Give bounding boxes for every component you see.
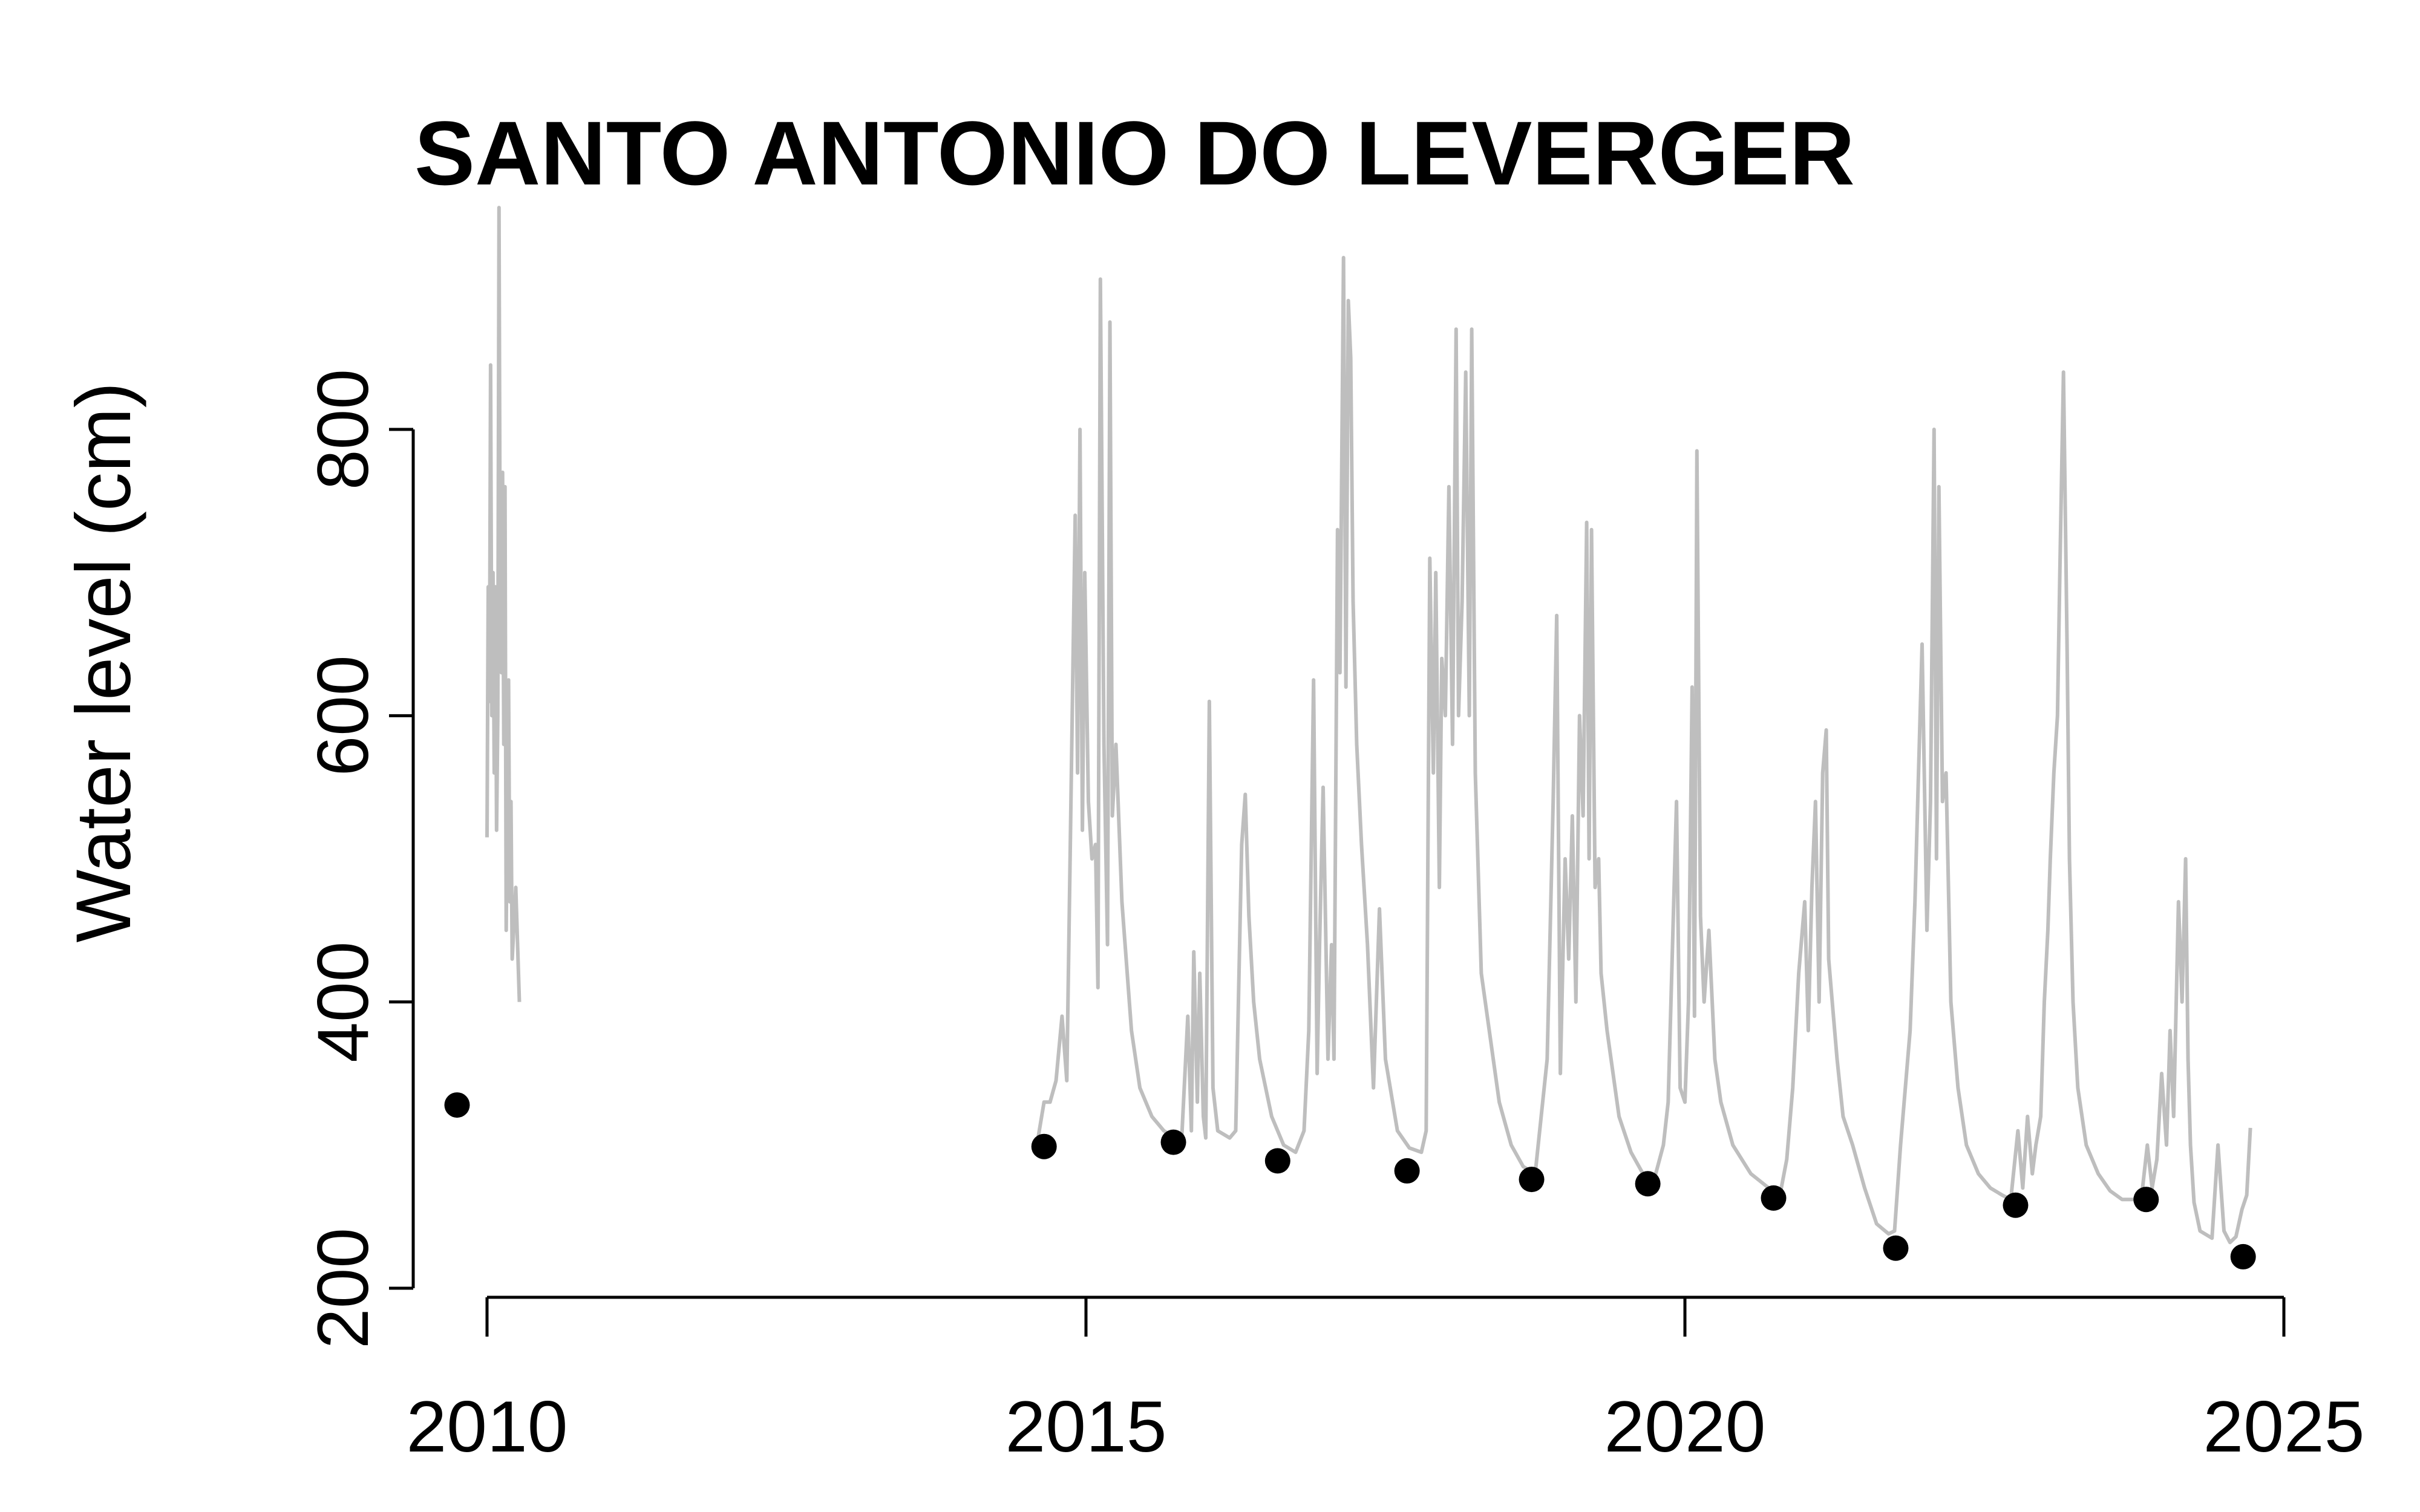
y-axis: 200 400 600 800	[302, 369, 415, 1349]
chart-title: SANTO ANTONIO DO LEVERGER	[414, 102, 1855, 204]
water-level-line-segment	[1036, 256, 2252, 1245]
annual-minimum-point	[1883, 1235, 1909, 1261]
x-tick-label: 2010	[407, 1386, 568, 1467]
annual-minimum-point	[2230, 1243, 2256, 1269]
water-level-line-segment	[485, 206, 522, 1002]
annual-minimum-point	[1031, 1133, 1057, 1159]
x-tick-label: 2015	[1006, 1386, 1167, 1467]
annual-minimum-point	[1635, 1171, 1661, 1197]
x-tick-label: 2020	[1604, 1386, 1766, 1467]
y-axis-title: Water level (cm)	[60, 382, 147, 943]
y-tick-label: 800	[302, 369, 384, 490]
y-tick-label: 400	[302, 942, 384, 1063]
annual-minimum-point	[1519, 1167, 1545, 1193]
annual-minimum-point	[1264, 1148, 1290, 1174]
annual-minimum-point	[1394, 1158, 1420, 1184]
annual-minimum-point	[1160, 1129, 1186, 1155]
x-axis: 2010 2015 2020 2025	[407, 1295, 2365, 1467]
plot-area	[444, 206, 2256, 1269]
annual-minimum-point	[2003, 1192, 2029, 1218]
y-tick-label: 200	[302, 1228, 384, 1349]
annual-minimum-point	[444, 1092, 470, 1118]
y-tick-label: 600	[302, 655, 384, 776]
annual-minimum-point	[1761, 1185, 1787, 1211]
annual-minimum-point	[2133, 1187, 2159, 1213]
x-tick-label: 2025	[2203, 1386, 2365, 1467]
